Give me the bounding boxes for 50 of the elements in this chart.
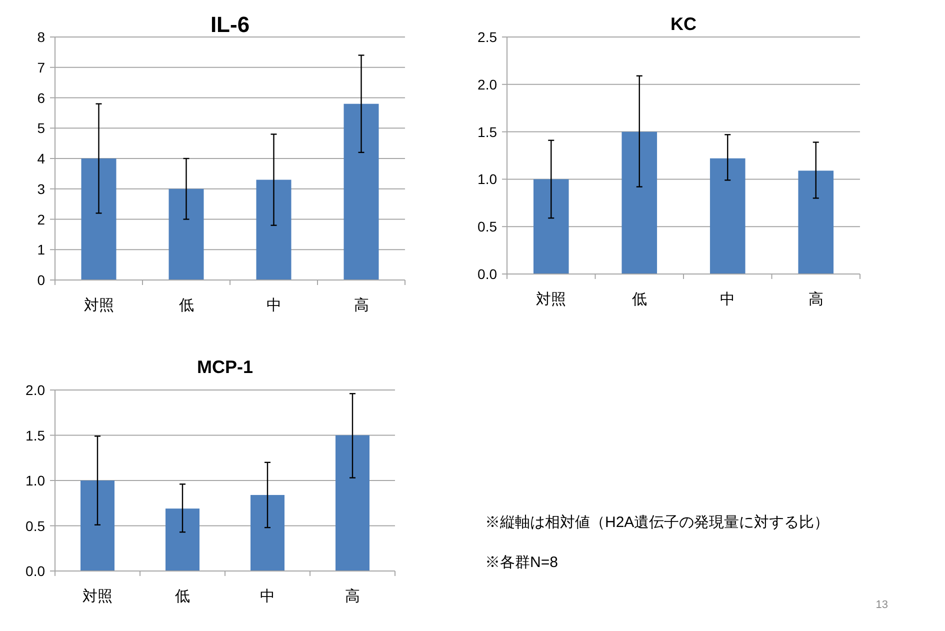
chart-title: KC bbox=[670, 14, 696, 34]
y-tick-label: 0.0 bbox=[26, 563, 46, 579]
chart-title: IL-6 bbox=[210, 12, 250, 37]
bar bbox=[336, 435, 370, 571]
bar bbox=[622, 132, 658, 274]
x-tick-label: 中 bbox=[266, 297, 282, 314]
y-tick-label: 2.5 bbox=[478, 29, 498, 45]
bar bbox=[250, 494, 284, 571]
bar bbox=[168, 188, 204, 280]
bar bbox=[344, 104, 379, 280]
x-tick-label: 中 bbox=[720, 291, 736, 308]
y-tick-label: 0.0 bbox=[478, 266, 498, 282]
x-tick-label: 対照 bbox=[82, 588, 112, 605]
bar bbox=[798, 170, 834, 274]
x-tick-label: 高 bbox=[354, 297, 369, 314]
y-tick-label: 7 bbox=[37, 59, 46, 76]
text: 13 bbox=[876, 599, 888, 611]
text: ※各群N=8 bbox=[485, 554, 558, 571]
y-tick-label: 8 bbox=[37, 29, 46, 45]
y-tick-label: 0 bbox=[37, 272, 46, 288]
y-tick-label: 2.0 bbox=[478, 76, 498, 92]
x-tick-label: 対照 bbox=[536, 291, 566, 308]
bar bbox=[81, 158, 116, 280]
y-tick-label: 2 bbox=[37, 211, 46, 228]
x-tick-label: 高 bbox=[808, 291, 824, 308]
y-tick-label: 1.0 bbox=[26, 472, 46, 488]
bar bbox=[710, 158, 746, 274]
bar bbox=[80, 480, 114, 571]
y-tick-label: 0.5 bbox=[26, 518, 46, 534]
y-tick-label: 1 bbox=[37, 242, 46, 258]
bar bbox=[256, 180, 292, 280]
x-tick-label: 低 bbox=[178, 297, 194, 314]
y-tick-label: 5 bbox=[37, 120, 46, 136]
bar bbox=[533, 179, 569, 274]
y-tick-label: 3 bbox=[37, 180, 46, 197]
x-tick-label: 対照 bbox=[84, 297, 114, 314]
y-tick-label: 2.0 bbox=[26, 382, 46, 398]
text: ※縦軸は相対値（H2A遺伝子の発現量に対する比） bbox=[485, 514, 830, 531]
y-tick-label: 1.0 bbox=[478, 171, 498, 188]
y-tick-label: 1.5 bbox=[26, 427, 46, 444]
chart-title: MCP-1 bbox=[196, 357, 254, 377]
y-tick-label: 6 bbox=[37, 90, 46, 106]
y-tick-label: 1.5 bbox=[478, 124, 498, 140]
x-tick-label: 中 bbox=[260, 588, 275, 605]
bar bbox=[166, 508, 200, 571]
x-tick-label: 低 bbox=[632, 291, 647, 308]
x-tick-label: 低 bbox=[175, 588, 190, 605]
y-tick-label: 4 bbox=[37, 150, 46, 166]
x-tick-label: 高 bbox=[345, 588, 360, 605]
y-tick-label: 0.5 bbox=[478, 218, 498, 235]
